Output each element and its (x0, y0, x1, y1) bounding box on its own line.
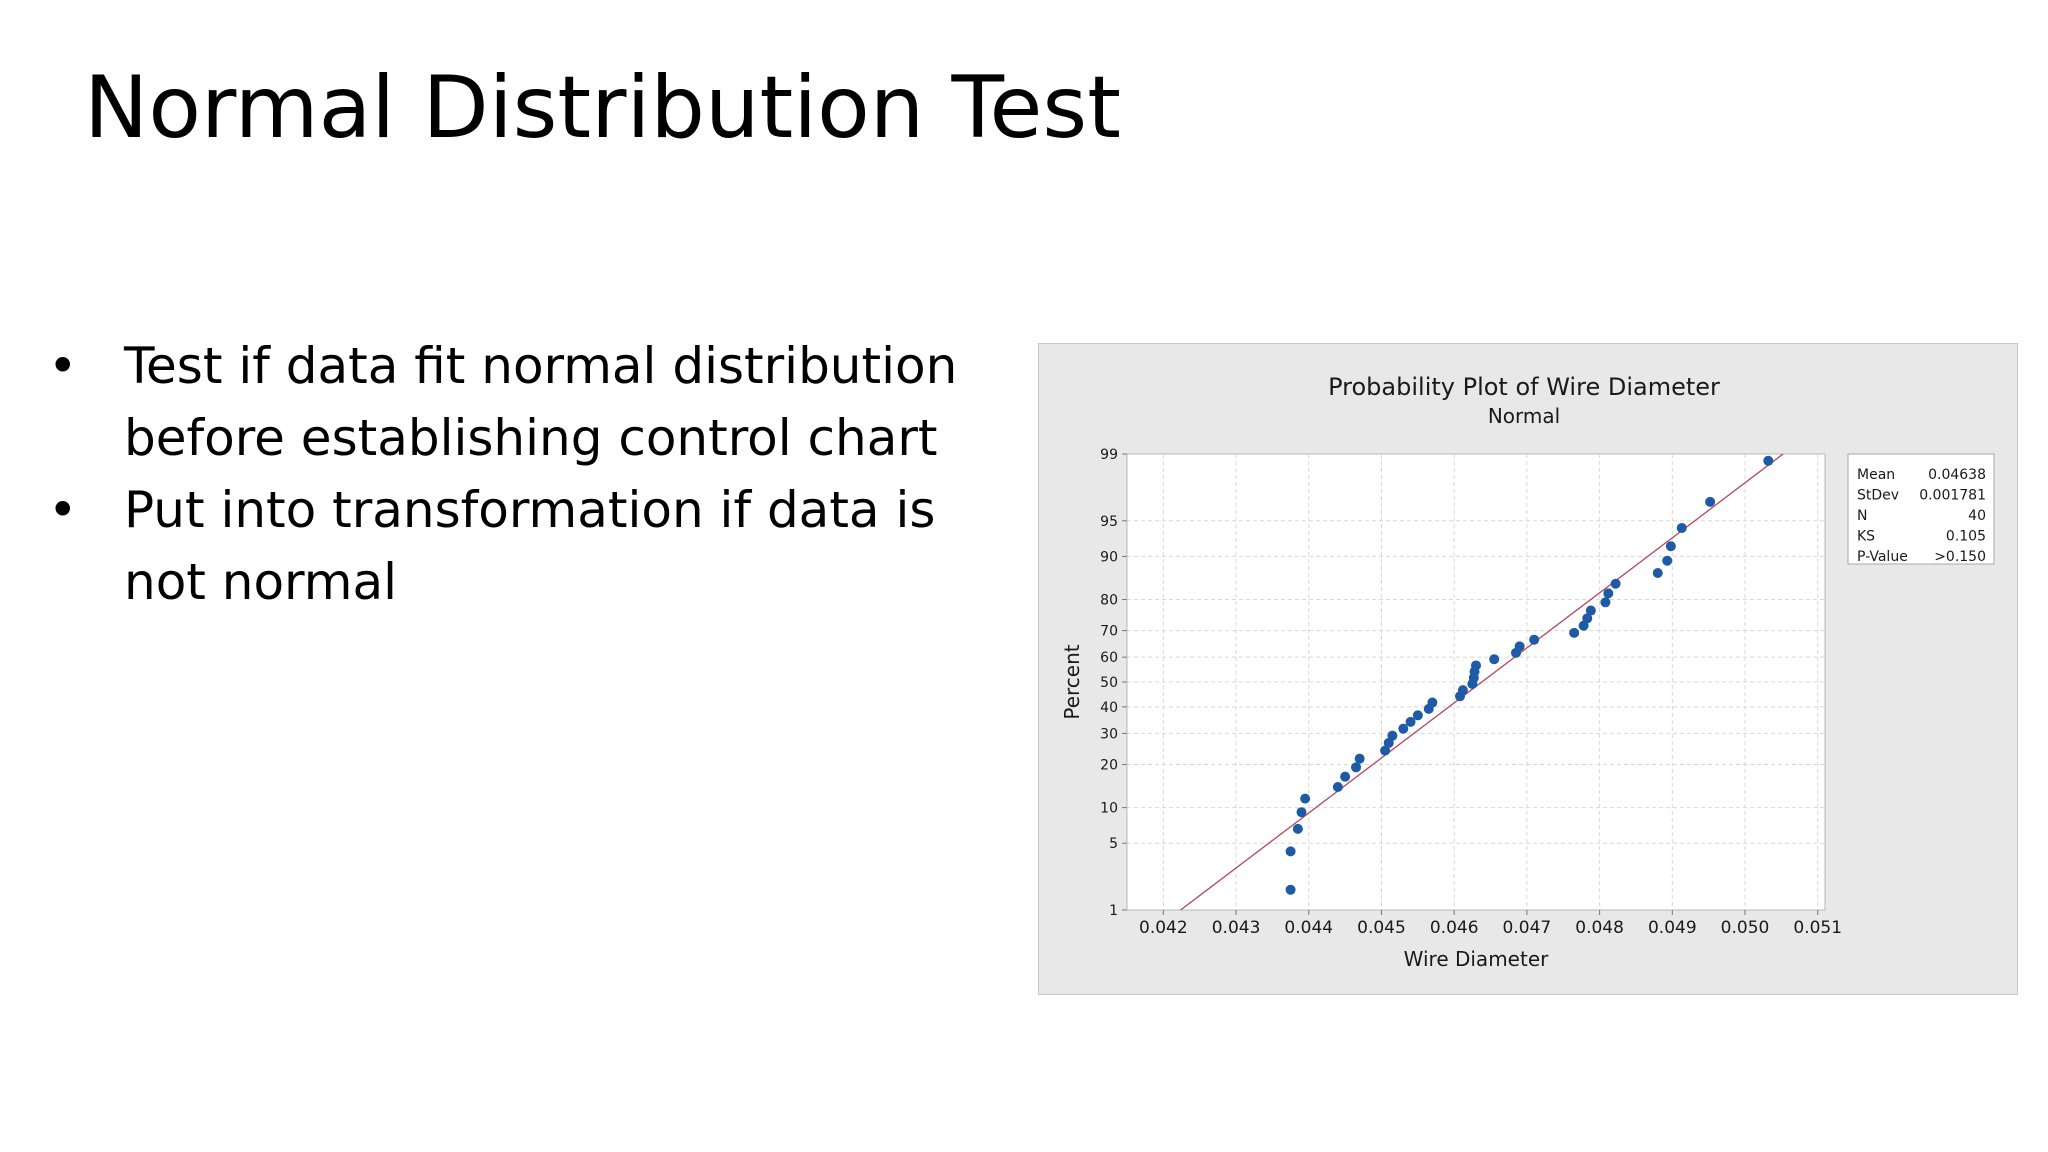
stats-value: 40 (1968, 508, 1986, 524)
bullet-item: • Test if data fit normal distribution b… (40, 330, 1020, 474)
data-point (1285, 884, 1296, 895)
data-point (1412, 710, 1423, 721)
y-tick-label: 50 (1100, 675, 1118, 691)
y-tick-label: 5 (1109, 836, 1118, 852)
data-point (1600, 597, 1611, 608)
data-point (1332, 782, 1343, 793)
bullet-dot-icon: • (48, 481, 78, 539)
y-tick-label: 90 (1100, 549, 1118, 565)
probability-plot-panel: Probability Plot of Wire Diameter Normal… (1038, 343, 2018, 995)
slide-title: Normal Distribution Test (84, 58, 1121, 158)
stats-value: 0.04638 (1928, 467, 1986, 483)
stats-label: Mean (1857, 467, 1895, 483)
x-tick-label: 0.044 (1284, 918, 1333, 938)
y-tick-label: 10 (1100, 801, 1118, 817)
x-tick-label: 0.049 (1648, 918, 1697, 938)
y-tick-label: 40 (1100, 700, 1118, 716)
data-point (1582, 613, 1593, 624)
y-tick-label: 20 (1100, 757, 1118, 773)
x-tick-label: 0.042 (1139, 918, 1188, 938)
data-point (1427, 697, 1438, 708)
y-tick-label: 1 (1109, 903, 1118, 919)
stats-legend-box (1847, 453, 1995, 565)
x-tick-label: 0.048 (1575, 918, 1624, 938)
data-point (1662, 555, 1673, 566)
data-point (1585, 605, 1596, 616)
data-point (1354, 753, 1365, 764)
chart-title: Probability Plot of Wire Diameter (1328, 373, 1720, 401)
data-point (1340, 771, 1351, 782)
y-tick-label: 99 (1100, 447, 1118, 463)
x-tick-layer: 0.042 0.043 0.044 0.045 0.046 0.047 0.048 0.049… (1139, 910, 1842, 938)
stats-rows: Mean 0.04638 StDev 0.001781 N 40 KS 0.105 P-Valu… (1857, 467, 1986, 565)
bullet-text: Test if data fit normal distribution bef… (124, 337, 958, 467)
data-point (1763, 455, 1774, 466)
x-tick-label: 0.047 (1503, 918, 1552, 938)
y-tick-label: 60 (1100, 650, 1118, 666)
data-point (1300, 793, 1311, 804)
stats-value: 0.105 (1946, 529, 1986, 545)
bullet-item: • Put into transformation if data is not… (40, 474, 1020, 618)
bullet-list: • Test if data fit normal distribution b… (40, 330, 1020, 618)
data-point (1514, 641, 1525, 652)
bullet-text: Put into transformation if data is not n… (124, 481, 936, 611)
x-tick-label: 0.051 (1793, 918, 1842, 938)
data-point (1285, 846, 1296, 857)
grid-layer (1127, 454, 1825, 910)
data-point (1405, 716, 1416, 727)
data-point (1387, 730, 1398, 741)
y-tick-label: 30 (1100, 726, 1118, 742)
data-point (1603, 588, 1614, 599)
stats-label: KS (1857, 529, 1875, 545)
data-points-layer (1285, 455, 1774, 895)
data-point (1398, 723, 1409, 734)
data-point (1457, 685, 1468, 696)
x-tick-label: 0.050 (1721, 918, 1770, 938)
data-point (1292, 823, 1303, 834)
stats-label: StDev (1857, 488, 1899, 504)
y-tick-layer: 1 5 10 20 30 40 50 60 70 80 90 95 99 (1100, 447, 1127, 919)
data-point (1569, 627, 1580, 638)
stats-value: 0.001781 (1919, 488, 1986, 504)
x-axis-label: Wire Diameter (1404, 947, 1549, 971)
x-tick-label: 0.043 (1212, 918, 1261, 938)
stats-label: P-Value (1857, 549, 1908, 565)
data-point (1676, 522, 1687, 533)
stats-legend: Mean 0.04638 StDev 0.001781 N 40 KS 0.105 P-Valu… (1847, 453, 1995, 565)
data-point (1296, 807, 1307, 818)
data-point (1529, 634, 1540, 645)
y-axis-label: Percent (1060, 644, 1084, 719)
data-point (1610, 578, 1621, 589)
stats-value: >0.150 (1934, 549, 1986, 565)
y-tick-label: 80 (1100, 593, 1118, 609)
chart-subtitle: Normal (1488, 404, 1560, 428)
x-tick-label: 0.046 (1430, 918, 1479, 938)
data-point (1380, 745, 1391, 756)
probability-plot-chart: Probability Plot of Wire Diameter Normal… (1060, 373, 1995, 971)
stats-label: N (1857, 508, 1867, 524)
data-point (1665, 541, 1676, 552)
data-point (1705, 496, 1716, 507)
y-tick-label: 70 (1100, 624, 1118, 640)
data-point (1652, 567, 1663, 578)
data-point (1578, 620, 1589, 631)
x-tick-label: 0.045 (1357, 918, 1406, 938)
y-tick-label: 95 (1100, 514, 1118, 530)
data-point (1351, 762, 1362, 773)
data-point (1489, 654, 1500, 665)
bullet-dot-icon: • (48, 337, 78, 395)
data-point (1471, 660, 1481, 671)
